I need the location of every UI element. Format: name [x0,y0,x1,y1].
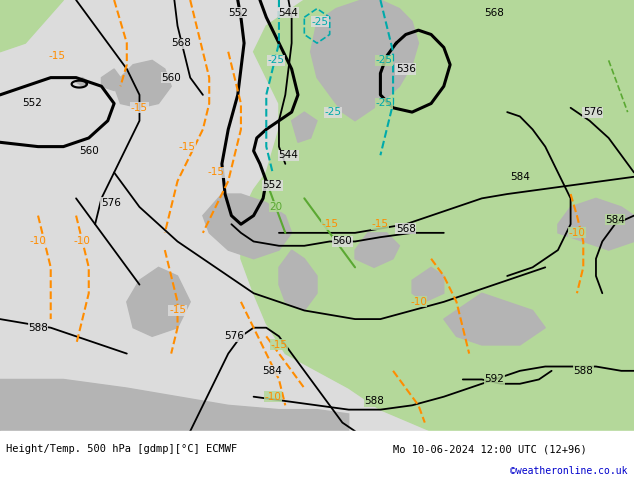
Text: 544: 544 [278,150,299,160]
Polygon shape [0,0,63,52]
Polygon shape [0,379,349,431]
Polygon shape [311,0,418,121]
Text: -25: -25 [312,17,328,26]
Text: -25: -25 [375,98,392,108]
Text: 568: 568 [396,223,416,234]
Polygon shape [558,198,634,250]
Text: -10: -10 [264,392,281,402]
Text: 552: 552 [22,98,42,108]
Text: 536: 536 [396,64,416,74]
Polygon shape [127,268,190,336]
Text: -15: -15 [49,51,65,61]
Text: 560: 560 [332,237,353,246]
Text: 588: 588 [573,366,593,376]
Polygon shape [241,0,634,431]
Text: 576: 576 [583,107,603,117]
Text: -10: -10 [410,297,427,307]
Text: -15: -15 [179,142,195,151]
Text: -10: -10 [30,237,46,246]
Text: 568: 568 [171,38,191,48]
Text: 544: 544 [278,8,299,18]
Text: -10: -10 [569,228,585,238]
Text: 552: 552 [228,8,248,18]
Text: 568: 568 [484,8,505,18]
Text: 576: 576 [101,197,121,208]
Polygon shape [292,112,317,142]
Polygon shape [114,60,171,108]
Text: Mo 10-06-2024 12:00 UTC (12+96): Mo 10-06-2024 12:00 UTC (12+96) [393,444,587,454]
Polygon shape [412,268,444,302]
Polygon shape [76,77,89,86]
Text: -10: -10 [74,237,91,246]
Text: 560: 560 [161,73,181,83]
Polygon shape [444,293,545,345]
Polygon shape [203,194,292,259]
Text: 552: 552 [262,180,283,191]
Polygon shape [279,250,317,311]
Text: -15: -15 [271,340,287,350]
Text: -15: -15 [321,219,338,229]
Text: 584: 584 [510,172,530,182]
Text: 592: 592 [484,374,505,385]
Text: Height/Temp. 500 hPa [gdmp][°C] ECMWF: Height/Temp. 500 hPa [gdmp][°C] ECMWF [6,444,238,454]
Text: -25: -25 [375,55,392,65]
Text: -15: -15 [169,305,186,316]
Text: -25: -25 [325,107,341,117]
Text: -25: -25 [268,55,284,65]
Text: 584: 584 [262,366,283,376]
Text: 20: 20 [269,202,282,212]
Polygon shape [101,69,120,91]
Polygon shape [355,233,399,268]
Text: 588: 588 [364,396,384,406]
Text: ©weatheronline.co.uk: ©weatheronline.co.uk [510,466,628,476]
Bar [0,431,634,487]
Text: -15: -15 [131,103,148,113]
Text: 560: 560 [79,146,99,156]
Text: 576: 576 [224,331,245,342]
Text: 584: 584 [605,215,625,225]
Text: -15: -15 [372,219,389,229]
Text: -15: -15 [207,168,224,177]
Text: 588: 588 [28,323,48,333]
